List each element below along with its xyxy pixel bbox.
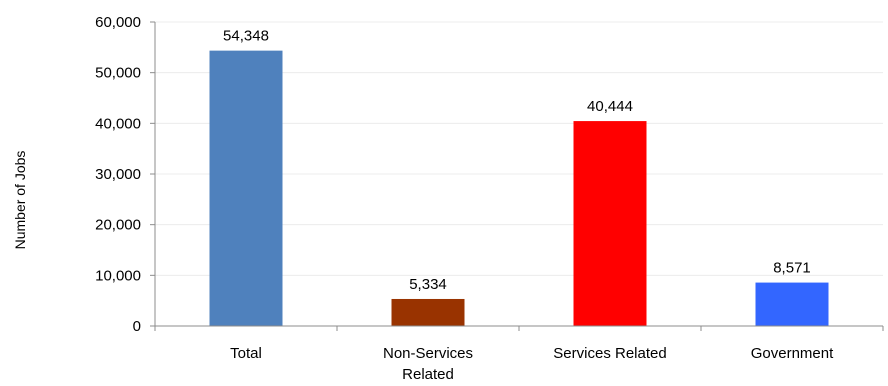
y-tick-label: 60,000	[95, 14, 141, 31]
x-tick-label-line: Non-Services	[383, 345, 473, 362]
axes	[150, 21, 884, 331]
bar-value-label: 8,571	[773, 260, 811, 277]
y-axis-title: Number of Jobs	[12, 151, 28, 250]
labels: 0 10,000 20,000 30,000 40,000 50,000 60,000 54,…	[95, 14, 834, 383]
bar	[391, 298, 465, 326]
bars	[209, 50, 829, 326]
bar	[755, 282, 829, 326]
y-tick-label: 40,000	[95, 115, 141, 132]
y-tick-label: 30,000	[95, 166, 141, 183]
bar	[573, 121, 647, 326]
bar-value-label: 54,348	[223, 28, 269, 45]
bar-value-label: 40,444	[587, 98, 633, 115]
x-tick-label-line: Services Related	[553, 345, 666, 362]
y-tick-label: 10,000	[95, 267, 141, 284]
y-tick-label: 50,000	[95, 65, 141, 82]
x-tick-label: Total	[230, 345, 262, 362]
x-tick-label-line: Total	[230, 345, 262, 362]
y-tick-label: 20,000	[95, 217, 141, 234]
x-tick-label: Government	[751, 345, 834, 362]
x-tick-label-line: Government	[751, 345, 834, 362]
bar-value-label: 5,334	[409, 276, 447, 293]
bar	[209, 50, 283, 326]
x-tick-label: Services Related	[553, 345, 666, 362]
y-tick-label: 0	[133, 318, 141, 335]
x-tick-label: Non-Services Related	[383, 345, 473, 381]
x-tick-label-line: Related	[402, 366, 454, 381]
